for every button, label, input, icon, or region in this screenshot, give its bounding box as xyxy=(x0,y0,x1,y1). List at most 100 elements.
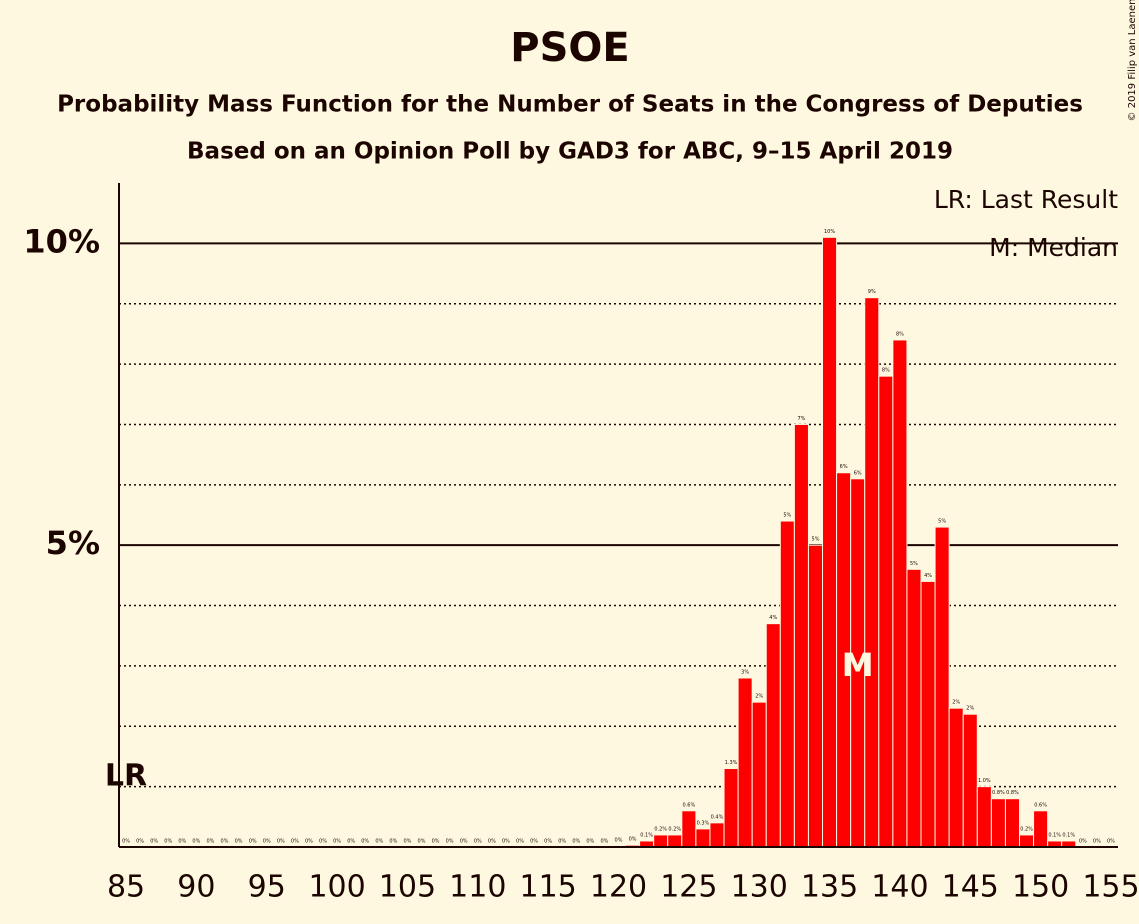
data-label: 0% xyxy=(249,839,257,845)
data-label: 0.1% xyxy=(1062,832,1075,838)
x-tick-label: 85 xyxy=(107,870,145,905)
data-label: 0% xyxy=(164,839,172,845)
chart-title: PSOE xyxy=(510,25,629,71)
bar xyxy=(1033,810,1049,848)
data-label: 0.6% xyxy=(683,802,696,808)
data-label: 0% xyxy=(235,839,243,845)
x-tick-label: 140 xyxy=(871,870,928,905)
x-tick-label: 150 xyxy=(1012,870,1069,905)
bar xyxy=(695,828,711,848)
data-label: 0% xyxy=(122,839,130,845)
bar xyxy=(892,339,908,848)
x-tick-label: 135 xyxy=(801,870,858,905)
data-label: 0% xyxy=(488,839,496,845)
data-label: 8% xyxy=(882,368,890,374)
y-tick-label: 10% xyxy=(23,222,100,260)
bar xyxy=(681,810,697,848)
bar xyxy=(765,623,781,848)
data-label: 0% xyxy=(629,837,637,843)
data-label: 5% xyxy=(910,561,918,567)
data-label: 0.1% xyxy=(640,832,653,838)
data-label: 0% xyxy=(178,839,186,845)
chart-subtitle: Probability Mass Function for the Number… xyxy=(57,92,1083,118)
data-label: 5% xyxy=(783,513,791,519)
bar xyxy=(667,834,683,848)
bar xyxy=(906,568,922,848)
legend-entry: LR: Last Result xyxy=(934,185,1118,214)
data-label: 0% xyxy=(516,839,524,845)
bar xyxy=(962,713,978,848)
data-label: 9% xyxy=(868,289,876,295)
x-tick-label: 115 xyxy=(520,870,577,905)
data-label: 8% xyxy=(896,331,904,337)
data-label: 0% xyxy=(206,839,214,845)
data-label: 0% xyxy=(389,839,397,845)
data-label: 6% xyxy=(840,464,848,470)
data-label: 0% xyxy=(347,839,355,845)
x-tick-label: 130 xyxy=(731,870,788,905)
x-tick-label: 110 xyxy=(449,870,506,905)
data-label: 0.1% xyxy=(1048,832,1061,838)
x-tick-label: 145 xyxy=(942,870,999,905)
data-label: 0.2% xyxy=(668,826,681,832)
last-result-label: LR xyxy=(105,759,147,794)
data-label: 0% xyxy=(544,839,552,845)
data-label: 3% xyxy=(741,669,749,675)
data-label: 0% xyxy=(221,839,229,845)
data-label: 0.2% xyxy=(654,826,667,832)
data-label: 0.3% xyxy=(697,820,710,826)
data-label: 0% xyxy=(530,839,538,845)
data-label: 0.8% xyxy=(1006,790,1019,796)
data-label: 0% xyxy=(319,839,327,845)
bar xyxy=(793,423,809,848)
x-tick-label: 155 xyxy=(1082,870,1139,905)
data-label: 0% xyxy=(291,839,299,845)
data-label: 0.8% xyxy=(992,790,1005,796)
bar xyxy=(948,707,964,848)
data-label: 0% xyxy=(150,839,158,845)
data-label: 0% xyxy=(572,839,580,845)
data-label: 0% xyxy=(403,839,411,845)
x-tick-label: 90 xyxy=(177,870,215,905)
data-label: 0% xyxy=(305,839,313,845)
bar xyxy=(1004,798,1021,848)
data-label: 0% xyxy=(446,839,454,845)
data-label: 0% xyxy=(277,839,285,845)
x-tick-label: 95 xyxy=(248,870,286,905)
data-label: 4% xyxy=(924,573,932,579)
median-label: M xyxy=(842,646,874,684)
data-label: 2% xyxy=(952,700,960,706)
data-label: 5% xyxy=(938,519,946,525)
data-label: 0% xyxy=(361,839,369,845)
data-label: 0% xyxy=(586,839,594,845)
data-label: 0% xyxy=(615,837,623,843)
x-tick-label: 100 xyxy=(308,870,365,905)
data-label: 0% xyxy=(192,839,200,845)
data-label: 0% xyxy=(558,839,566,845)
data-label: 2% xyxy=(755,694,763,700)
bar xyxy=(934,526,950,848)
data-label: 0% xyxy=(474,839,482,845)
chart-subtitle: Based on an Opinion Poll by GAD3 for ABC… xyxy=(187,139,953,165)
bar xyxy=(864,297,880,848)
data-label: 0% xyxy=(263,839,271,845)
data-label: 0% xyxy=(136,839,144,845)
data-label: 0.4% xyxy=(711,814,724,820)
bar xyxy=(990,798,1006,848)
bar xyxy=(1019,834,1035,848)
data-label: 10% xyxy=(824,229,835,235)
bar xyxy=(723,768,739,848)
x-tick-label: 125 xyxy=(660,870,717,905)
data-label: 0.6% xyxy=(1034,802,1047,808)
data-label: 1.3% xyxy=(725,760,738,766)
data-label: 0% xyxy=(418,839,426,845)
data-label: 5% xyxy=(812,537,820,543)
data-label: 0% xyxy=(1107,839,1115,845)
data-label: 0.2% xyxy=(1020,826,1033,832)
data-label: 6% xyxy=(854,470,862,476)
data-label: 0% xyxy=(432,839,440,845)
data-label: 0% xyxy=(333,839,341,845)
data-label: 0% xyxy=(600,839,608,845)
bar xyxy=(737,677,753,848)
